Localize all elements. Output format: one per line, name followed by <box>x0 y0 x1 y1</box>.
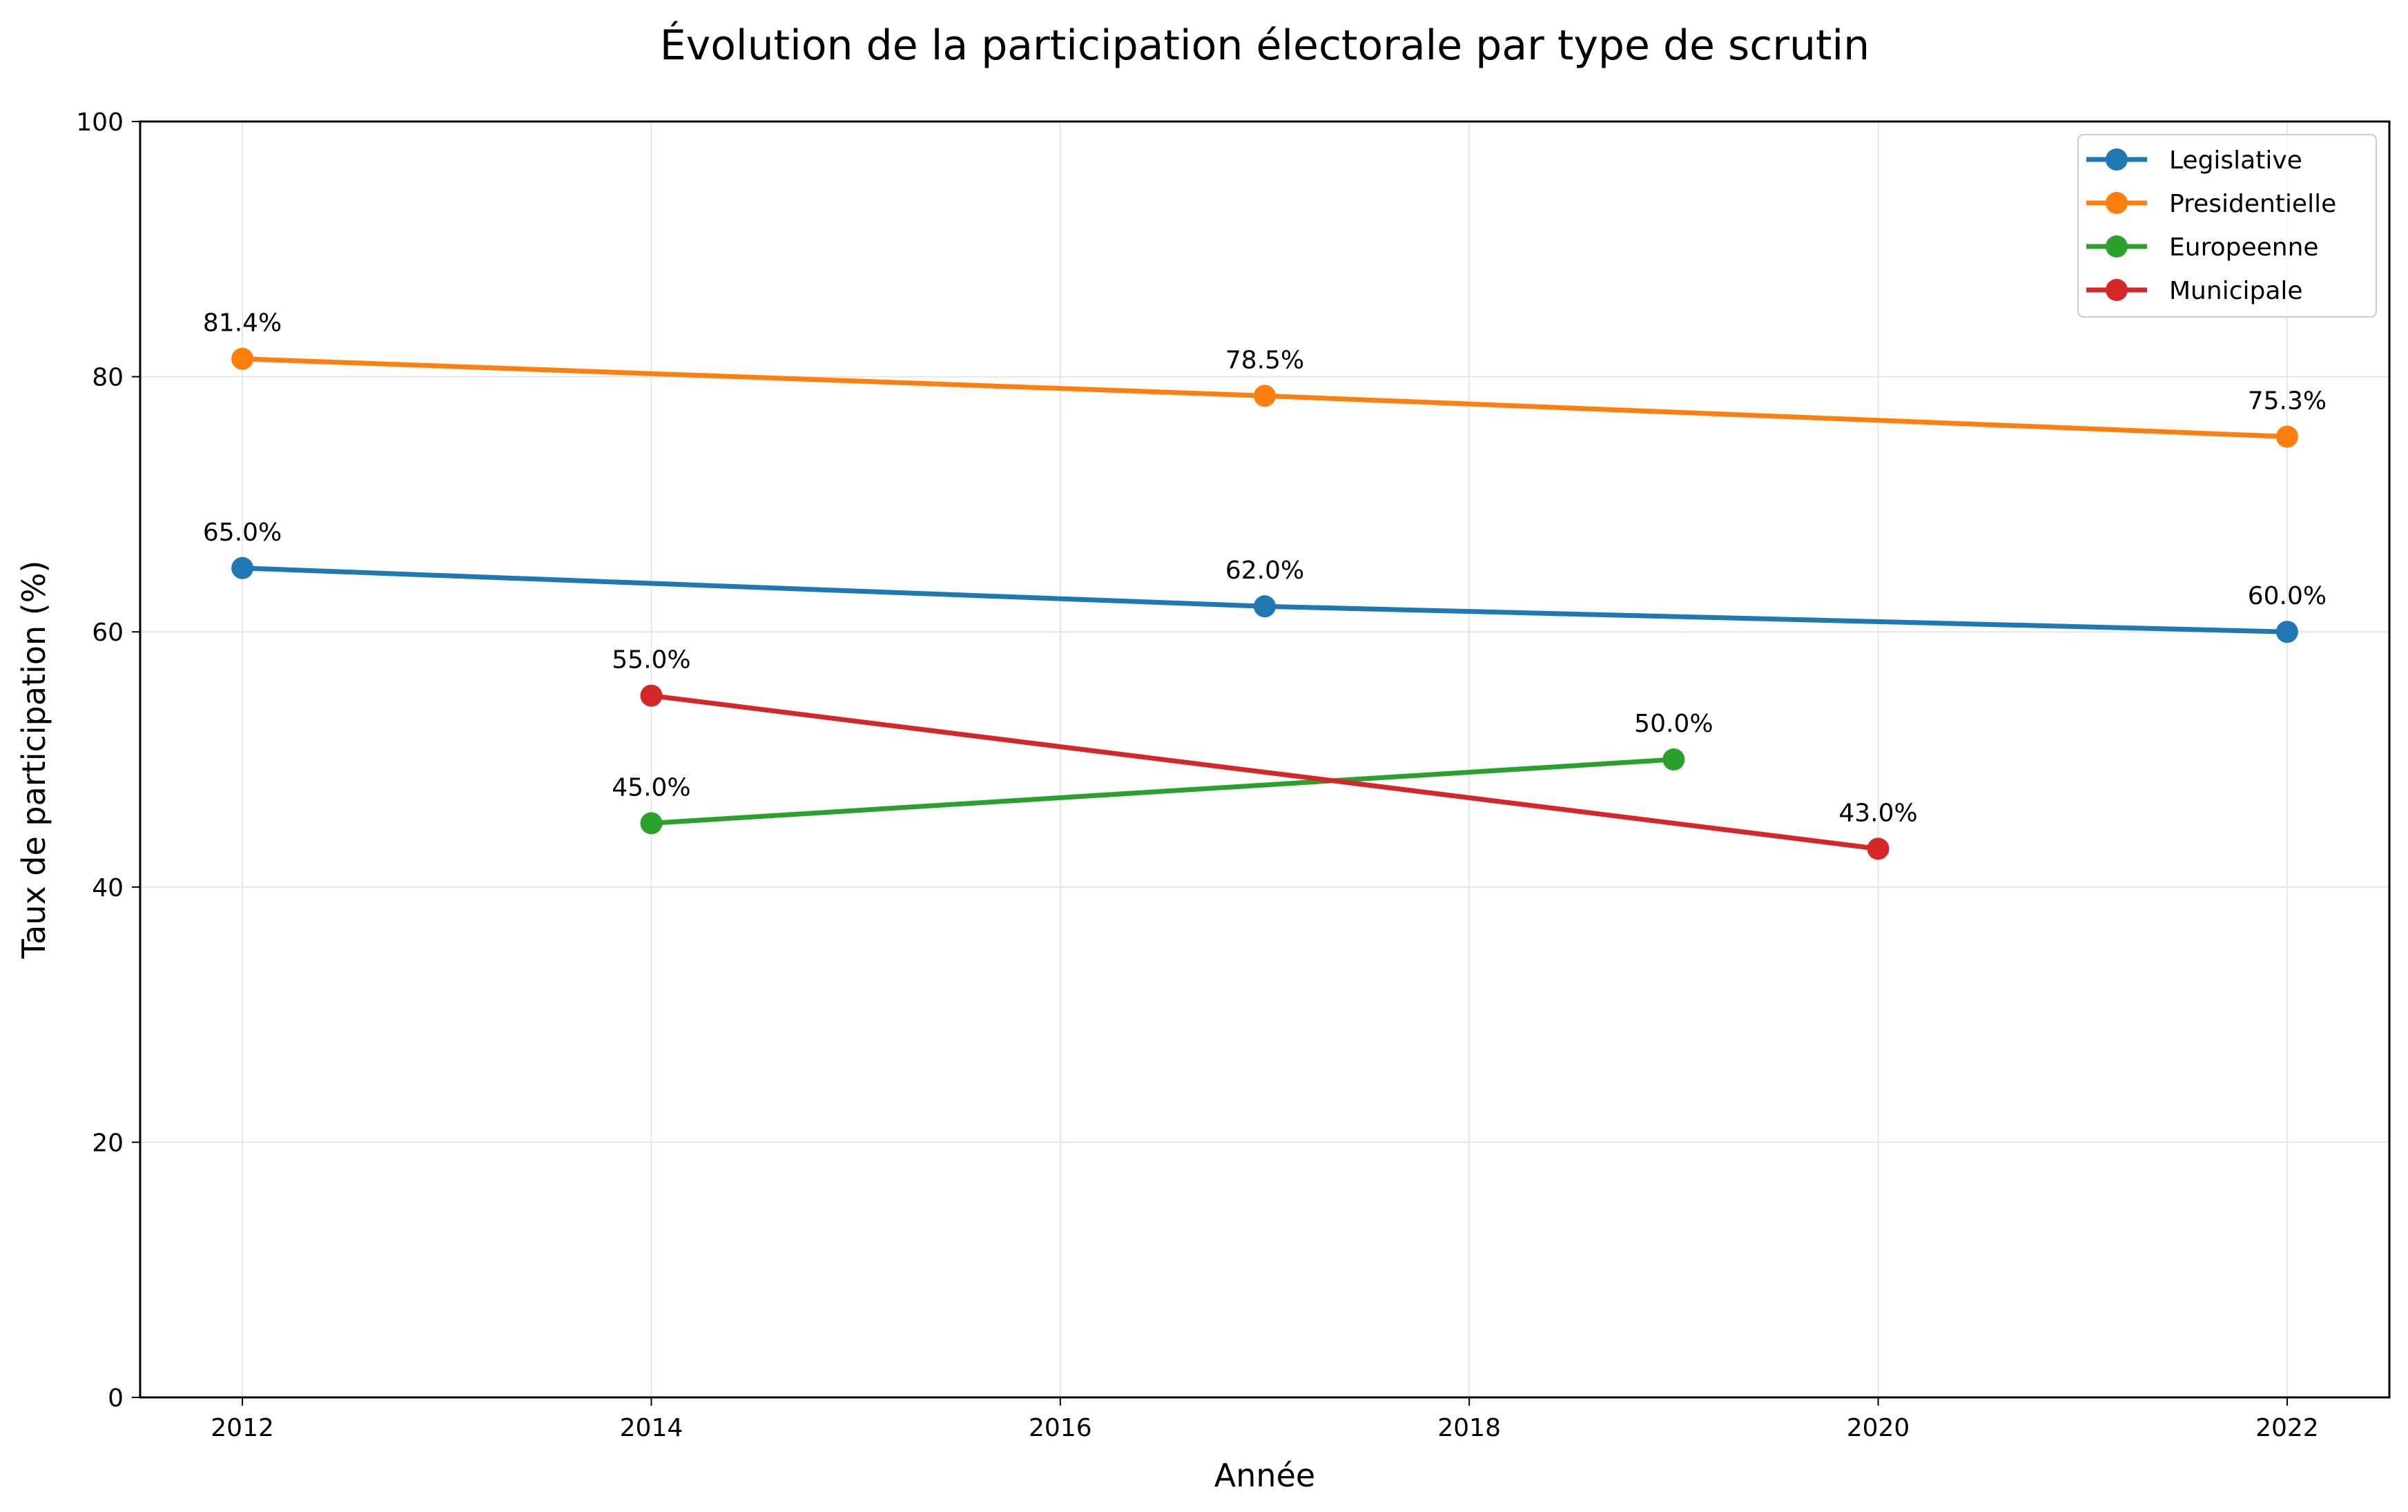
data-label: 75.3% <box>2248 387 2327 415</box>
y-tick-label: 100 <box>76 108 124 137</box>
data-label: 45.0% <box>612 773 690 802</box>
series-presidentielle: 81.4% 78.5% 75.3% <box>203 309 2327 448</box>
legend-label: Legislative <box>2169 146 2302 175</box>
y-axis-ticks: 0 20 40 60 80 100 <box>76 108 140 1413</box>
x-tick-label: 2016 <box>1029 1414 1092 1442</box>
x-tick-label: 2012 <box>211 1414 274 1442</box>
series-legislative: 65.0% 62.0% 60.0% <box>203 518 2327 643</box>
data-point <box>2275 425 2298 448</box>
data-point <box>1662 748 1685 770</box>
x-tick-label: 2018 <box>1437 1414 1501 1442</box>
series-layer: 65.0% 62.0% 60.0% 81.4% 78.5% 75.3% 45.0% 50.0%… <box>203 309 2327 860</box>
x-tick-label: 2020 <box>1847 1414 1910 1442</box>
data-label: 43.0% <box>1838 799 1917 827</box>
series-line <box>648 757 1676 826</box>
series-europeenne: 45.0% 50.0% <box>612 710 1713 835</box>
x-axis-ticks: 2012 2014 2016 2018 2020 2022 <box>211 1397 2319 1442</box>
legend-marker <box>2106 148 2128 171</box>
legend-item-legislative: Legislative <box>2086 146 2302 175</box>
legend-item-municipale: Municipale <box>2086 277 2303 305</box>
y-tick-label: 40 <box>92 874 124 902</box>
data-label: 55.0% <box>612 646 690 675</box>
legend-label: Presidentielle <box>2169 190 2336 218</box>
data-point <box>1254 385 1276 407</box>
data-label: 62.0% <box>1225 556 1304 585</box>
legend-marker <box>2106 279 2128 301</box>
legend-marker <box>2106 235 2128 258</box>
y-tick-label: 80 <box>92 364 124 392</box>
data-label: 60.0% <box>2248 582 2327 610</box>
x-tick-label: 2014 <box>620 1414 683 1442</box>
data-point <box>1867 837 1890 860</box>
data-point <box>640 684 663 707</box>
legend-box <box>2077 134 2377 318</box>
data-point <box>231 347 254 370</box>
y-axis-label: Taux de participation (%) <box>15 561 52 960</box>
data-label: 50.0% <box>1634 710 1713 738</box>
data-point <box>2275 621 2298 643</box>
data-point <box>640 812 663 835</box>
legend-item-europeenne: Europeenne <box>2086 233 2319 262</box>
y-tick-label: 0 <box>108 1384 124 1413</box>
legend-label: Municipale <box>2169 277 2303 305</box>
x-axis-label: Année <box>1214 1457 1315 1494</box>
legend-label: Europeenne <box>2169 233 2319 262</box>
data-point <box>1254 595 1276 618</box>
grid-lines <box>140 121 2389 1398</box>
legend-item-presidentielle: Presidentielle <box>2086 190 2336 218</box>
data-label: 65.0% <box>203 518 282 547</box>
legend-marker <box>2106 192 2128 214</box>
series-municipale: 55.0% 43.0% <box>612 646 1918 860</box>
series-line <box>648 693 1881 851</box>
data-label: 81.4% <box>203 309 282 338</box>
y-tick-label: 60 <box>92 619 124 647</box>
x-tick-label: 2022 <box>2255 1414 2319 1442</box>
legend: Legislative Presidentielle Europeenne Munic… <box>2077 134 2377 318</box>
y-tick-label: 20 <box>92 1129 124 1157</box>
data-label: 78.5% <box>1225 346 1304 374</box>
chart-title: Évolution de la participation électorale… <box>660 20 1870 70</box>
plot-frame <box>139 120 2391 1399</box>
data-point <box>231 556 254 579</box>
